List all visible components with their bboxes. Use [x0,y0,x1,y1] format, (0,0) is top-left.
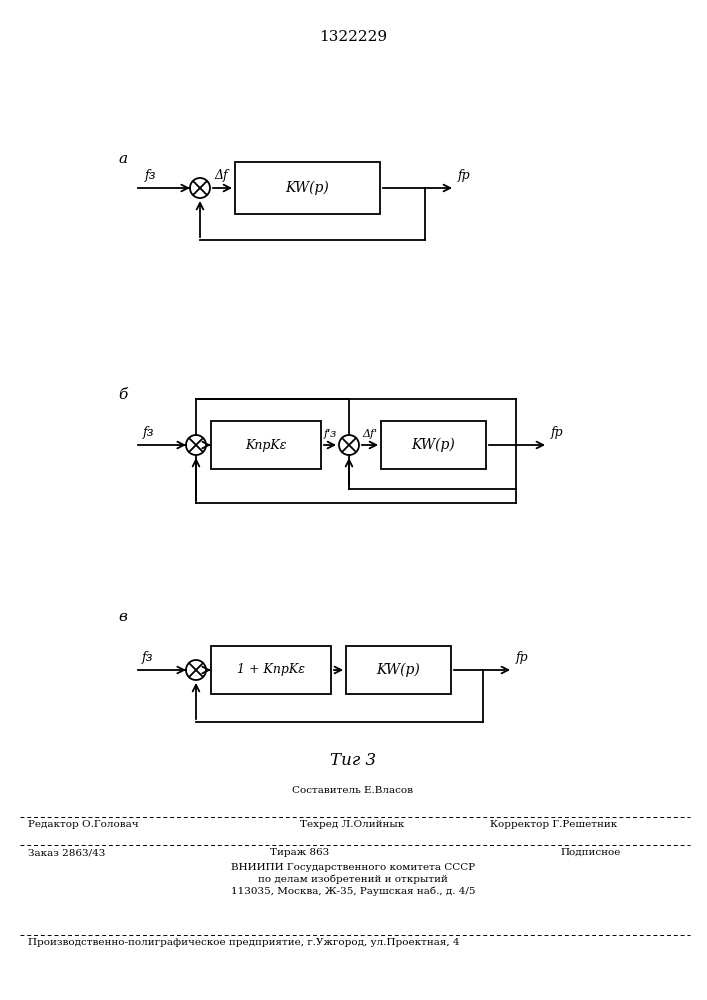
Bar [211,421,321,469]
Text: Подписное: Подписное [560,848,620,857]
Text: Заказ 2863/43: Заказ 2863/43 [28,848,105,857]
Text: fз: fз [142,651,153,664]
Text: в: в [118,610,127,624]
Text: Δf': Δf' [362,429,377,439]
Text: 113035, Москва, Ж-35, Раушская наб., д. 4/5: 113035, Москва, Ж-35, Раушская наб., д. … [230,887,475,896]
Text: fр: fр [551,426,563,439]
Text: Τиг 3: Τиг 3 [330,752,376,769]
Text: KW(p): KW(p) [286,181,329,195]
Text: Техред Л.Олийнык: Техред Л.Олийнык [300,820,404,829]
Text: ВНИИПИ Государственного комитета СССР: ВНИИПИ Государственного комитета СССР [231,863,475,872]
Text: fр: fр [458,169,471,182]
Text: 1322229: 1322229 [319,30,387,44]
Bar [235,162,380,214]
Text: 1 + KпрKε: 1 + KпрKε [237,664,305,676]
Text: Тираж 863: Тираж 863 [270,848,329,857]
Text: KпрKε: KпрKε [245,438,287,452]
Text: по делам изобретений и открытий: по делам изобретений и открытий [258,875,448,884]
Text: fр: fр [516,651,529,664]
Text: Δf: Δf [214,169,228,182]
Text: f'з: f'з [324,429,337,439]
Text: а: а [118,152,127,166]
Text: Составитель Е.Власов: Составитель Е.Власов [293,786,414,795]
Text: Редактор О.Головач: Редактор О.Головач [28,820,139,829]
Text: fз: fз [145,169,156,182]
Text: Корректор Г.Решетник: Корректор Г.Решетник [490,820,617,829]
Bar [381,421,486,469]
Text: fз: fз [143,426,155,439]
Text: KW(p): KW(p) [377,663,421,677]
Text: б: б [118,388,127,402]
Bar [211,646,331,694]
Text: Производственно-полиграфическое предприятие, г.Ужгород, ул.Проектная, 4: Производственно-полиграфическое предприя… [28,938,460,947]
Bar [346,646,451,694]
Text: KW(p): KW(p) [411,438,455,452]
